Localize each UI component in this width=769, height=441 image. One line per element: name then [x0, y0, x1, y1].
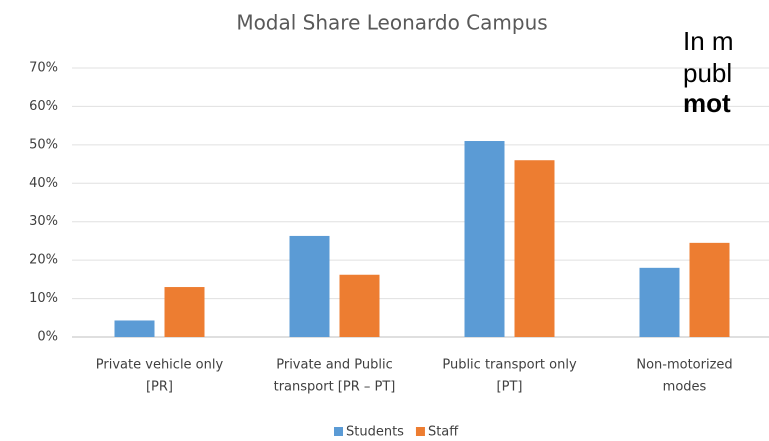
x-tick-label: [PR] — [146, 380, 173, 395]
legend-swatch — [415, 427, 425, 436]
x-tick-label: modes — [663, 380, 707, 395]
bar — [464, 141, 505, 337]
bar — [289, 235, 330, 337]
chart-title: Modal Share Leonardo Campus — [236, 11, 547, 35]
y-tick-label: 20% — [29, 253, 58, 268]
bar — [639, 267, 680, 337]
y-tick-label: 0% — [37, 330, 58, 345]
side-text: publ — [683, 58, 732, 88]
bar — [114, 320, 155, 337]
bar — [339, 274, 380, 337]
y-tick-label: 40% — [29, 176, 58, 191]
x-tick-label: transport [PR – PT] — [274, 380, 396, 395]
side-text: In m — [683, 26, 734, 56]
bar — [689, 242, 730, 337]
side-text: mot — [683, 88, 731, 118]
x-tick-label: Private and Public — [276, 358, 393, 373]
y-tick-label: 10% — [29, 291, 58, 306]
legend-label: Students — [346, 425, 404, 440]
x-tick-label: Public transport only — [442, 358, 577, 373]
x-tick-label: Non-motorized — [636, 358, 732, 373]
bar — [164, 287, 205, 337]
y-tick-label: 60% — [29, 99, 58, 114]
legend-swatch — [334, 427, 343, 436]
y-tick-label: 50% — [29, 137, 58, 152]
x-tick-label: Private vehicle only — [96, 358, 224, 373]
legend-label: Staff — [428, 425, 459, 440]
bar — [514, 160, 555, 337]
x-tick-label: [PT] — [497, 380, 523, 395]
y-tick-label: 30% — [29, 214, 58, 229]
y-tick-label: 70% — [29, 61, 58, 76]
